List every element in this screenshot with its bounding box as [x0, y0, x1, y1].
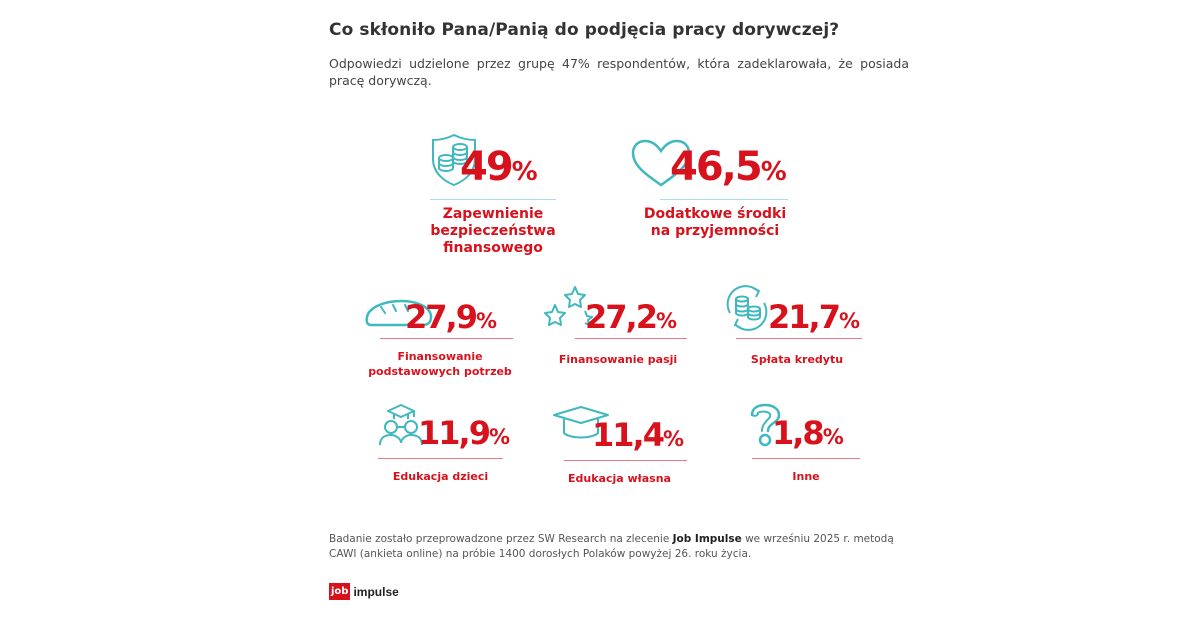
stat-unit: % — [488, 425, 510, 449]
divider — [660, 199, 788, 200]
label-line: Spłata kredytu — [750, 353, 844, 366]
page-subtitle: Odpowiedzi udzielone przez grupę 47% res… — [329, 56, 909, 88]
label-line: Inne — [792, 470, 820, 483]
stat-label: Inne — [748, 469, 864, 484]
graduation-cap-icon — [553, 406, 609, 439]
stat-card-other: 1,8% Inne — [748, 403, 868, 493]
stat-unit: % — [838, 309, 860, 333]
stat-value: 1,8% — [772, 415, 844, 455]
divider — [736, 338, 862, 339]
label-line: Finansowanie — [397, 350, 483, 363]
footer-brand: Job Impulse — [672, 533, 742, 545]
stars-icon — [544, 286, 593, 326]
stat-value: 11,9% — [418, 415, 510, 455]
stat-value: 21,7% — [768, 299, 860, 339]
stat-unit: % — [822, 425, 844, 449]
logo-text: impulse — [353, 584, 399, 599]
stat-label: Finansowanie podstawowych potrzeb — [365, 349, 515, 379]
heart-icon — [631, 139, 691, 187]
stat-label: Edukacja własna — [547, 471, 692, 486]
divider — [380, 338, 513, 339]
stat-label: Dodatkowe środki na przyjemności — [625, 206, 805, 240]
stat-card-hobbies: 27,2% Finansowanie pasji — [543, 285, 693, 375]
stat-unit: % — [475, 309, 497, 333]
label-line: Finansowanie pasji — [558, 353, 678, 366]
stat-number: 27,2 — [585, 298, 658, 336]
question-mark-icon — [750, 403, 781, 447]
label-line: na przyjemności — [650, 223, 780, 239]
stat-value: 11,4% — [592, 417, 684, 457]
stat-label: Finansowanie pasji — [543, 352, 693, 367]
stat-number: 1,8 — [772, 414, 825, 452]
stat-label: Edukacja dzieci — [368, 469, 513, 484]
stat-number: 49 — [460, 144, 514, 190]
divider — [430, 199, 556, 200]
stat-card-own-education: 11,4% Edukacja własna — [552, 405, 692, 495]
label-line: Dodatkowe środki — [643, 206, 787, 222]
stat-number: 21,7 — [768, 298, 841, 336]
logo-box: job — [329, 583, 351, 600]
stat-label: Zapewnienie bezpieczeństwa finansowego — [420, 206, 566, 257]
divider — [564, 460, 687, 461]
stat-card-financial-security: 49% Zapewnienie bezpieczeństwa finansowe… — [430, 133, 560, 263]
stat-number: 11,9 — [418, 414, 491, 452]
stat-unit: % — [760, 157, 787, 187]
job-impulse-logo: job impulse — [329, 583, 399, 600]
label-line: Edukacja własna — [568, 472, 671, 485]
stat-value: 46,5% — [670, 145, 787, 194]
stat-card-loan-repayment: 21,7% Spłata kredytu — [722, 283, 872, 373]
footer-text: Badanie zostało przeprowadzone przez SW … — [329, 533, 673, 545]
family-graduation-icon — [379, 404, 423, 446]
label-line: finansowego — [443, 240, 543, 256]
label-line: Zapewnienie — [442, 206, 544, 222]
divider — [575, 338, 687, 339]
page-title: Co skłoniło Pana/Panią do podjęcia pracy… — [329, 20, 840, 40]
stat-card-children-education: 11,9% Edukacja dzieci — [378, 403, 518, 493]
label-line: podstawowych potrzeb — [368, 365, 512, 378]
divider — [752, 458, 860, 459]
stat-number: 46,5 — [670, 144, 763, 190]
stat-number: 27,9 — [405, 298, 478, 336]
footer-text: we wrześniu 2025 r. metodą CAWI (ankieta… — [329, 533, 894, 560]
stat-unit: % — [662, 427, 684, 451]
stat-number: 11,4 — [592, 416, 665, 454]
label-line: Edukacja dzieci — [392, 470, 489, 483]
shield-coins-icon — [432, 133, 476, 187]
footer-note: Badanie zostało przeprowadzone przez SW … — [329, 532, 909, 562]
label-line: bezpieczeństwa — [430, 223, 556, 239]
stat-unit: % — [655, 309, 677, 333]
stat-card-extra-funds: 46,5% Dodatkowe środki na przyjemności — [630, 133, 800, 243]
stat-value: 27,9% — [405, 299, 497, 339]
stat-unit: % — [511, 157, 538, 187]
stat-label: Spłata kredytu — [722, 352, 872, 367]
stat-value: 49% — [460, 145, 538, 194]
bread-icon — [365, 299, 433, 327]
stat-card-basic-needs: 27,9% Finansowanie podstawowych potrzeb — [365, 293, 515, 383]
stat-value: 27,2% — [585, 299, 677, 339]
divider — [378, 458, 503, 459]
coins-cycle-icon — [726, 285, 768, 331]
